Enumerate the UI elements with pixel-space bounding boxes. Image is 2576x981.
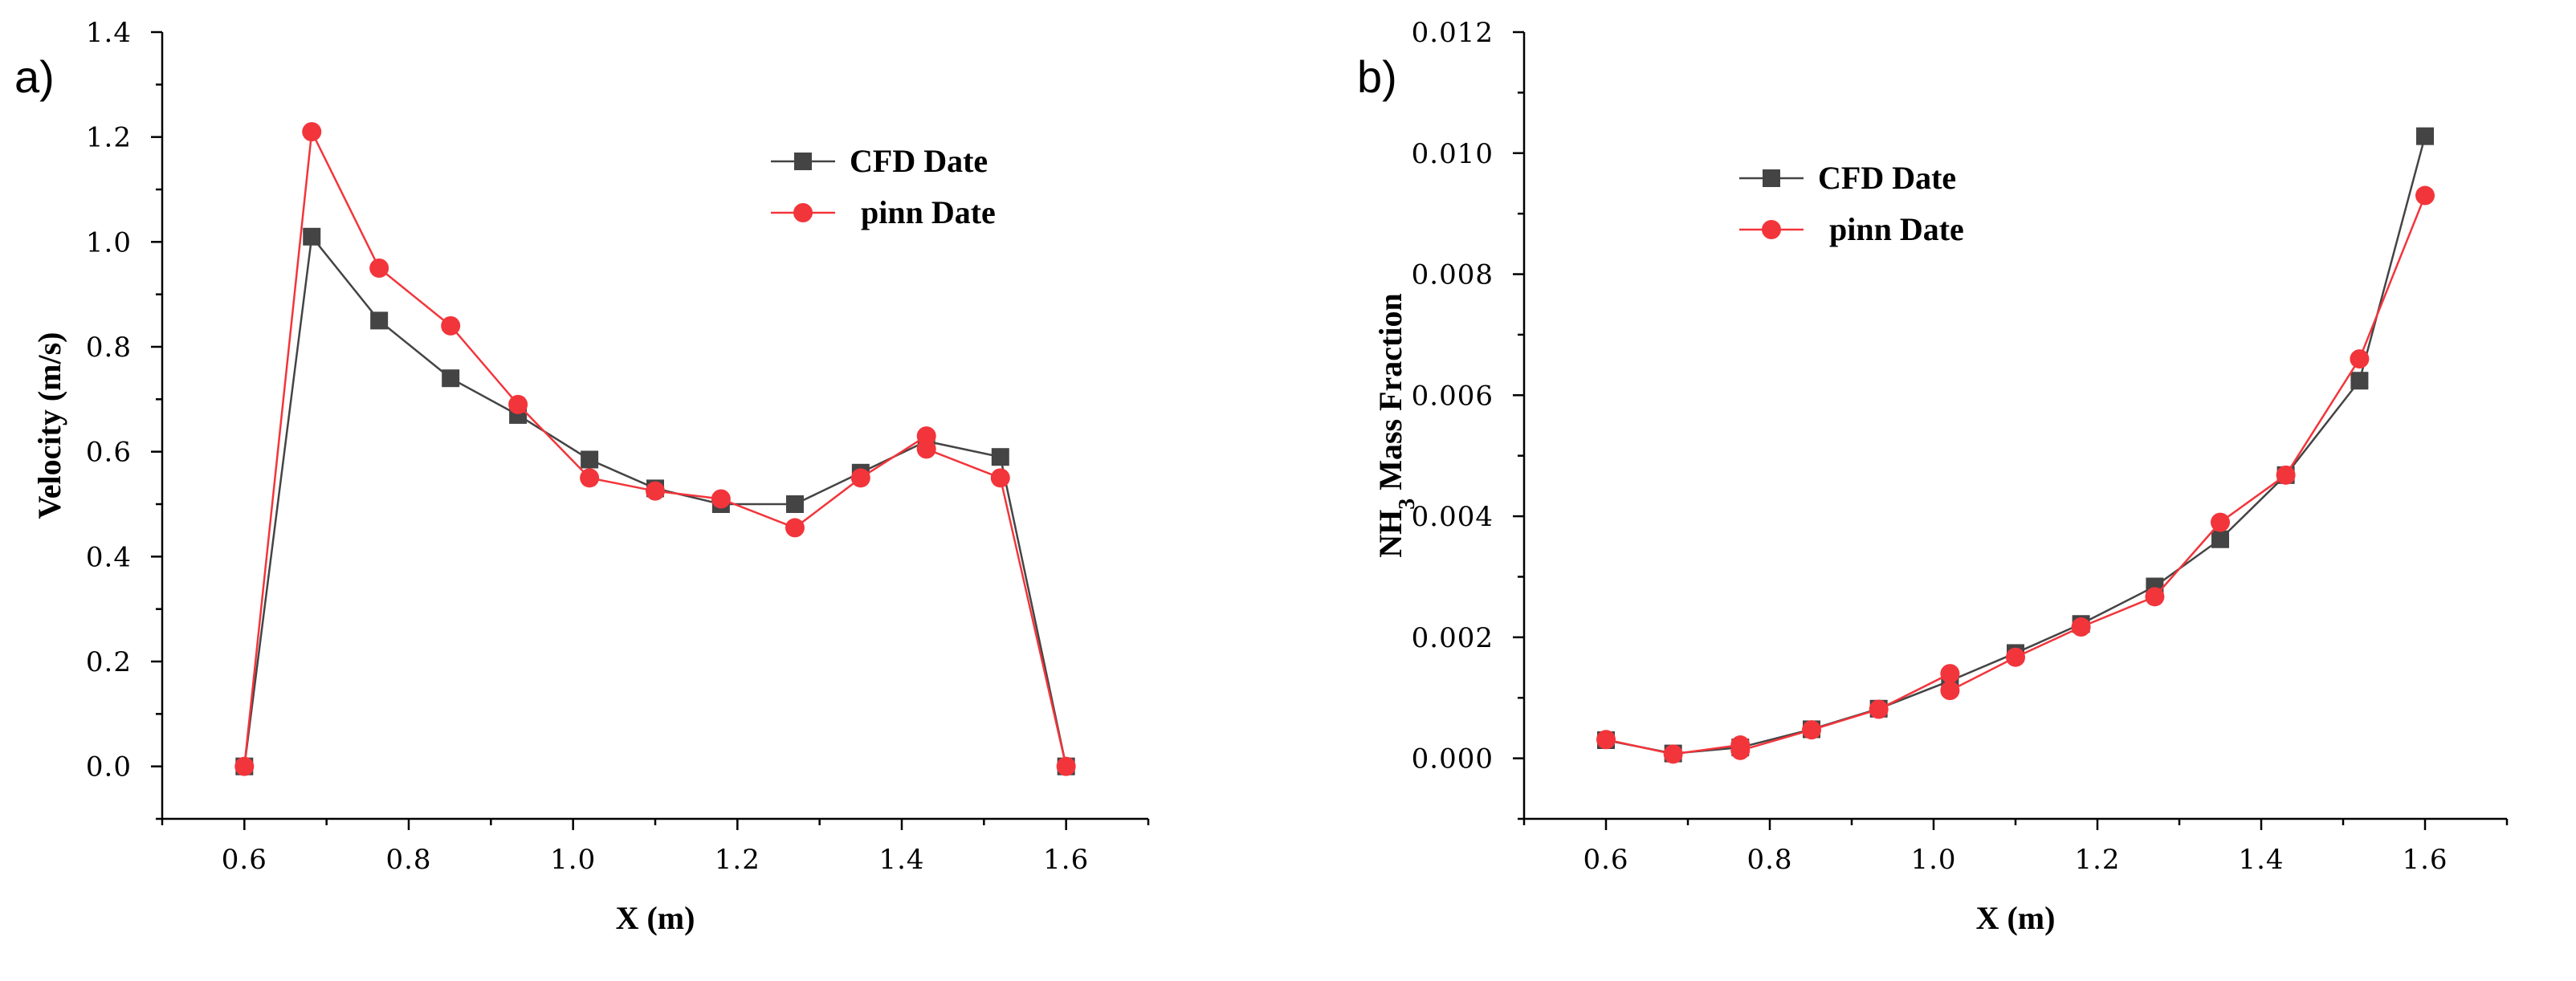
x-axis-title: X (m) xyxy=(616,900,695,936)
data-point-square xyxy=(2211,530,2229,548)
data-point-circle xyxy=(1940,681,1960,701)
data-point-square xyxy=(370,311,389,330)
x-tick-label: 1.0 xyxy=(550,844,596,876)
data-point-square xyxy=(581,450,599,469)
legend-marker-circle xyxy=(1762,220,1781,239)
x-tick-label: 1.4 xyxy=(2238,844,2284,876)
data-point-circle xyxy=(850,468,870,488)
data-point-circle xyxy=(2350,349,2370,369)
legend-label: pinn Date xyxy=(861,194,996,230)
x-tick-label: 0.6 xyxy=(222,844,267,876)
data-point-square xyxy=(2350,372,2369,390)
series-line xyxy=(243,234,1067,767)
series-cfd xyxy=(1597,127,2434,763)
x-tick-label: 1.0 xyxy=(1910,844,1956,876)
data-point-circle xyxy=(302,122,322,142)
panel-label: a) xyxy=(14,51,55,102)
series-cfd xyxy=(235,227,1075,775)
y-tick-label: 0.002 xyxy=(1412,622,1494,654)
data-point-circle xyxy=(2006,647,2025,667)
x-tick-label: 1.2 xyxy=(715,844,760,876)
data-point-circle xyxy=(369,258,389,278)
data-point-circle xyxy=(1056,756,1076,776)
legend: CFD Date pinn Date xyxy=(771,143,996,230)
y-tick-label: 0.008 xyxy=(1412,259,1494,291)
y-tick-label: 0.2 xyxy=(86,646,132,678)
data-point-circle xyxy=(2145,587,2165,607)
y-tick-label: 1.4 xyxy=(86,17,132,49)
data-point-square xyxy=(991,448,1009,466)
x-tick-label: 0.8 xyxy=(385,844,431,876)
data-point-circle xyxy=(711,489,731,509)
data-point-circle xyxy=(2211,512,2230,532)
legend-label: pinn Date xyxy=(1829,211,1964,247)
y-tick-label: 0.006 xyxy=(1412,380,1494,412)
legend-label: CFD Date xyxy=(1818,160,1956,196)
chart-panel-a: 0.0 0.2 0.4 0.6 0.8 1.0 1.2 1.4 0.6 0.8 1.0 1.2 1.4 1… xyxy=(14,17,1150,936)
x-axis-title: X (m) xyxy=(1976,900,2056,936)
data-point-circle xyxy=(2071,617,2091,637)
y-tick-label: 0.012 xyxy=(1412,17,1494,49)
y-tick-label: 0.000 xyxy=(1412,743,1494,775)
data-point-circle xyxy=(2276,465,2296,485)
y-axis-title-rest: Mass Fraction xyxy=(1372,293,1408,499)
series-line xyxy=(1605,195,2427,755)
y-axis-title: NH3 Mass Fraction xyxy=(1372,293,1420,558)
y-tick-label: 0.010 xyxy=(1412,138,1494,170)
x-tick-label: 1.2 xyxy=(2074,844,2120,876)
data-point-circle xyxy=(1730,740,1751,760)
data-point-circle xyxy=(441,315,461,336)
legend-label: CFD Date xyxy=(850,143,988,179)
y-tick-label: 0.004 xyxy=(1412,501,1494,533)
x-tick-label: 1.4 xyxy=(878,844,924,876)
series-pinn xyxy=(234,122,1076,776)
data-point-circle xyxy=(1940,664,1960,684)
y-axis-title: Velocity (m/s) xyxy=(31,332,67,519)
legend: CFD Date pinn Date xyxy=(1739,160,1964,247)
x-tick-label: 0.6 xyxy=(1583,844,1628,876)
legend-marker-circle xyxy=(793,203,813,222)
y-tick-label: 0.6 xyxy=(86,437,132,469)
y-axis-title-main: NH xyxy=(1372,510,1408,558)
data-point-square xyxy=(303,227,321,246)
data-point-circle xyxy=(646,481,665,501)
data-point-circle xyxy=(916,439,936,459)
data-point-circle xyxy=(1663,744,1683,764)
data-point-circle xyxy=(1596,730,1616,750)
y-tick-label: 0.8 xyxy=(86,332,132,364)
series-pinn xyxy=(1596,185,2435,764)
x-tick-label: 1.6 xyxy=(2402,844,2448,876)
legend-marker-square xyxy=(1763,169,1780,187)
y-tick-label: 1.2 xyxy=(86,122,132,154)
chart-panel-b: 0.000 0.002 0.004 0.006 0.008 0.010 0.012 0.6 0.… xyxy=(1357,17,2509,936)
y-tick-label: 0.0 xyxy=(86,751,132,784)
data-point-circle xyxy=(580,468,600,488)
x-tick-label: 1.6 xyxy=(1043,844,1089,876)
data-point-circle xyxy=(234,756,255,776)
data-point-square xyxy=(442,369,460,388)
data-point-circle xyxy=(2415,185,2435,206)
x-tick-label: 0.8 xyxy=(1747,844,1792,876)
data-point-square xyxy=(2416,127,2434,145)
panel-label: b) xyxy=(1357,51,1397,102)
y-tick-label: 0.4 xyxy=(86,541,132,573)
legend-marker-square xyxy=(794,153,812,170)
data-point-circle xyxy=(990,468,1010,488)
data-point-circle xyxy=(1802,720,1822,740)
data-point-circle xyxy=(785,518,805,538)
data-point-square xyxy=(785,495,804,513)
y-tick-label: 1.0 xyxy=(86,226,132,258)
data-point-circle xyxy=(508,394,528,414)
data-point-circle xyxy=(1869,699,1889,719)
y-axis-title-subscript: 3 xyxy=(1395,499,1420,510)
